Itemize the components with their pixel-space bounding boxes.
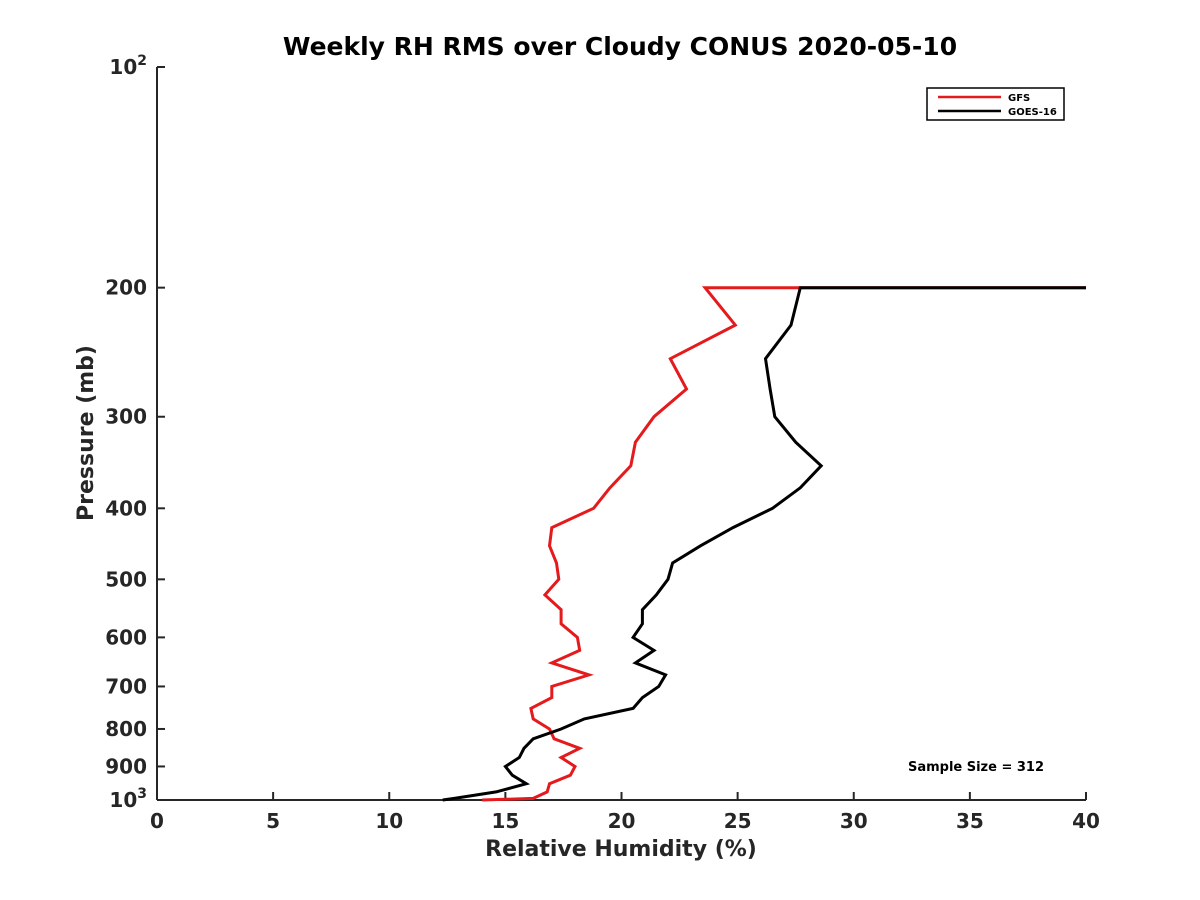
legend-box	[926, 87, 1065, 121]
series-layer	[442, 286, 1086, 802]
y-tick-label: 600	[105, 625, 147, 649]
chart-title: Weekly RH RMS over Cloudy CONUS 2020-05-…	[283, 32, 957, 61]
y-tick-label: 300	[105, 405, 147, 429]
y-tick-label: 102	[109, 53, 147, 79]
x-tick-label: 35	[956, 809, 984, 833]
y-ticks: 102 200 300 400 500 600 700 800 900 103	[105, 53, 165, 812]
x-tick-label: 10	[375, 809, 403, 833]
sample-size-annotation: Sample Size = 312	[908, 760, 1044, 775]
x-tick-label: 25	[724, 809, 752, 833]
x-tick-label: 0	[150, 809, 164, 833]
x-tick-label: 30	[840, 809, 868, 833]
y-tick-label: 200	[105, 276, 147, 300]
series-line-goes16	[442, 286, 1086, 802]
series-line-gfs	[482, 286, 1086, 802]
x-tick-label: 15	[491, 809, 519, 833]
x-axis-label: Relative Humidity (%)	[485, 837, 757, 862]
legend: GFS GOES-16	[926, 87, 1065, 121]
x-tick-label: 20	[608, 809, 636, 833]
y-tick-label: 700	[105, 674, 147, 698]
y-tick-label: 103	[109, 786, 147, 812]
legend-label-goes16: GOES-16	[1008, 107, 1057, 118]
x-tick-label: 5	[266, 809, 280, 833]
y-tick-label: 500	[105, 567, 147, 591]
x-ticks: 0 5 10 15 20 25 30 35 40	[150, 792, 1100, 833]
y-tick-label: 800	[105, 717, 147, 741]
legend-label-gfs: GFS	[1008, 93, 1030, 104]
x-tick-label: 40	[1072, 809, 1100, 833]
y-tick-label: 400	[105, 496, 147, 520]
y-axis-label: Pressure (mb)	[74, 345, 99, 521]
y-tick-label: 900	[105, 754, 147, 778]
